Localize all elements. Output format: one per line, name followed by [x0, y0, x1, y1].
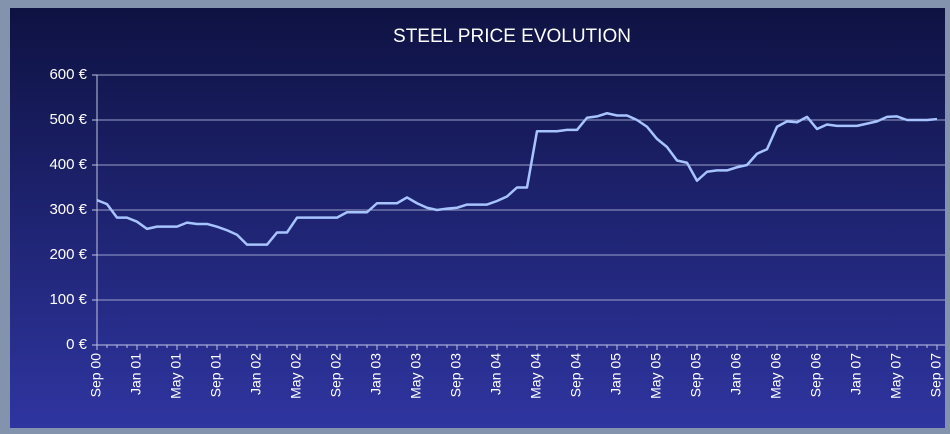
x-tick-label: Jan 02 [248, 353, 264, 395]
x-tick-label: May 02 [288, 353, 304, 399]
x-tick-label: May 04 [528, 353, 544, 399]
x-tick-label: Sep 00 [88, 353, 104, 398]
x-tick-label: Sep 02 [328, 353, 344, 398]
line [96, 112, 938, 246]
x-tick-label: Sep 06 [808, 353, 824, 398]
x-tick-label: May 03 [408, 353, 424, 399]
chart-title: STEEL PRICE EVOLUTION [393, 26, 631, 47]
y-tick-label: 400 € [49, 156, 87, 173]
x-tick-label: Sep 04 [568, 353, 584, 398]
x-tick-label: May 06 [768, 353, 784, 399]
x-tick-label: Jan 04 [488, 353, 504, 395]
y-tick-label: 600 € [49, 66, 87, 83]
x-tick-label: Jan 05 [608, 353, 624, 395]
x-tick-label: Sep 07 [928, 353, 944, 398]
y-tick-label: 200 € [49, 246, 87, 263]
x-tick-label: Sep 05 [688, 353, 704, 398]
x-tick-label: Jan 06 [728, 353, 744, 395]
x-tick-label: Sep 01 [208, 353, 224, 398]
chart-panel [10, 8, 945, 428]
x-tick-label: Sep 03 [448, 353, 464, 398]
x-tick-label: Jan 03 [368, 353, 384, 395]
x-tick-label: May 01 [168, 353, 184, 399]
x-tick-label: Jan 01 [128, 353, 144, 395]
x-tick-label: Jan 07 [848, 353, 864, 395]
y-tick-label: 100 € [49, 291, 87, 308]
x-tick-label: May 05 [648, 353, 664, 399]
y-tick-label: 0 € [66, 336, 88, 353]
x-tick-label: May 07 [888, 353, 904, 399]
y-tick-label: 500 € [49, 111, 87, 128]
y-tick-label: 300 € [49, 201, 87, 218]
